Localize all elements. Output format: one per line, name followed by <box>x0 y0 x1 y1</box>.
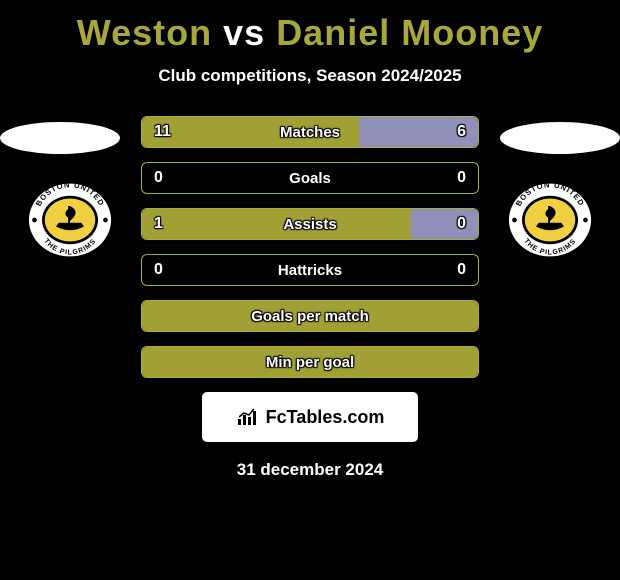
stat-value-left: 0 <box>154 261 163 279</box>
stat-value-left: 11 <box>154 123 171 141</box>
club-badge-right: BOSTON UNITED THE PILGRIMS <box>503 178 597 262</box>
player1-blank-ellipse <box>0 122 120 154</box>
stat-row: Hattricks 0 0 <box>141 254 479 286</box>
stat-fill-right <box>411 209 478 239</box>
stat-row: Matches 11 6 <box>141 116 479 148</box>
stat-label: Goals <box>289 170 331 187</box>
stat-label: Assists <box>283 216 336 233</box>
stat-row: Assists 1 0 <box>141 208 479 240</box>
stat-fill-left <box>142 209 411 239</box>
stats-comparison: Matches116Goals00Assists10Hattricks00Goa… <box>141 116 479 378</box>
title-player2: Daniel Mooney <box>276 12 543 53</box>
stat-value-right: 0 <box>457 261 466 279</box>
title-vs: vs <box>223 12 265 53</box>
stat-value-right: 6 <box>457 123 466 141</box>
stat-row: Goals 0 0 <box>141 162 479 194</box>
stat-label: Hattricks <box>278 262 342 279</box>
stat-row: Min per goal <box>141 346 479 378</box>
stat-label: Matches <box>280 124 340 141</box>
stat-row: Goals per match <box>141 300 479 332</box>
title-player1: Weston <box>77 12 212 53</box>
date-text: 31 december 2024 <box>0 460 620 480</box>
stat-value-left: 1 <box>154 215 163 233</box>
player2-blank-ellipse <box>500 122 620 154</box>
branding-box: FcTables.com <box>202 392 418 442</box>
club-badge-left: BOSTON UNITED THE PILGRIMS <box>23 178 117 262</box>
subtitle: Club competitions, Season 2024/2025 <box>0 66 620 86</box>
stat-value-right: 0 <box>457 215 466 233</box>
stat-value-left: 0 <box>154 169 163 187</box>
stat-label: Goals per match <box>251 308 369 325</box>
stat-value-right: 0 <box>457 169 466 187</box>
stat-label: Min per goal <box>266 354 354 371</box>
branding-text: FcTables.com <box>266 407 385 428</box>
page-title: Weston vs Daniel Mooney <box>0 0 620 54</box>
branding-chart-icon <box>236 407 260 427</box>
